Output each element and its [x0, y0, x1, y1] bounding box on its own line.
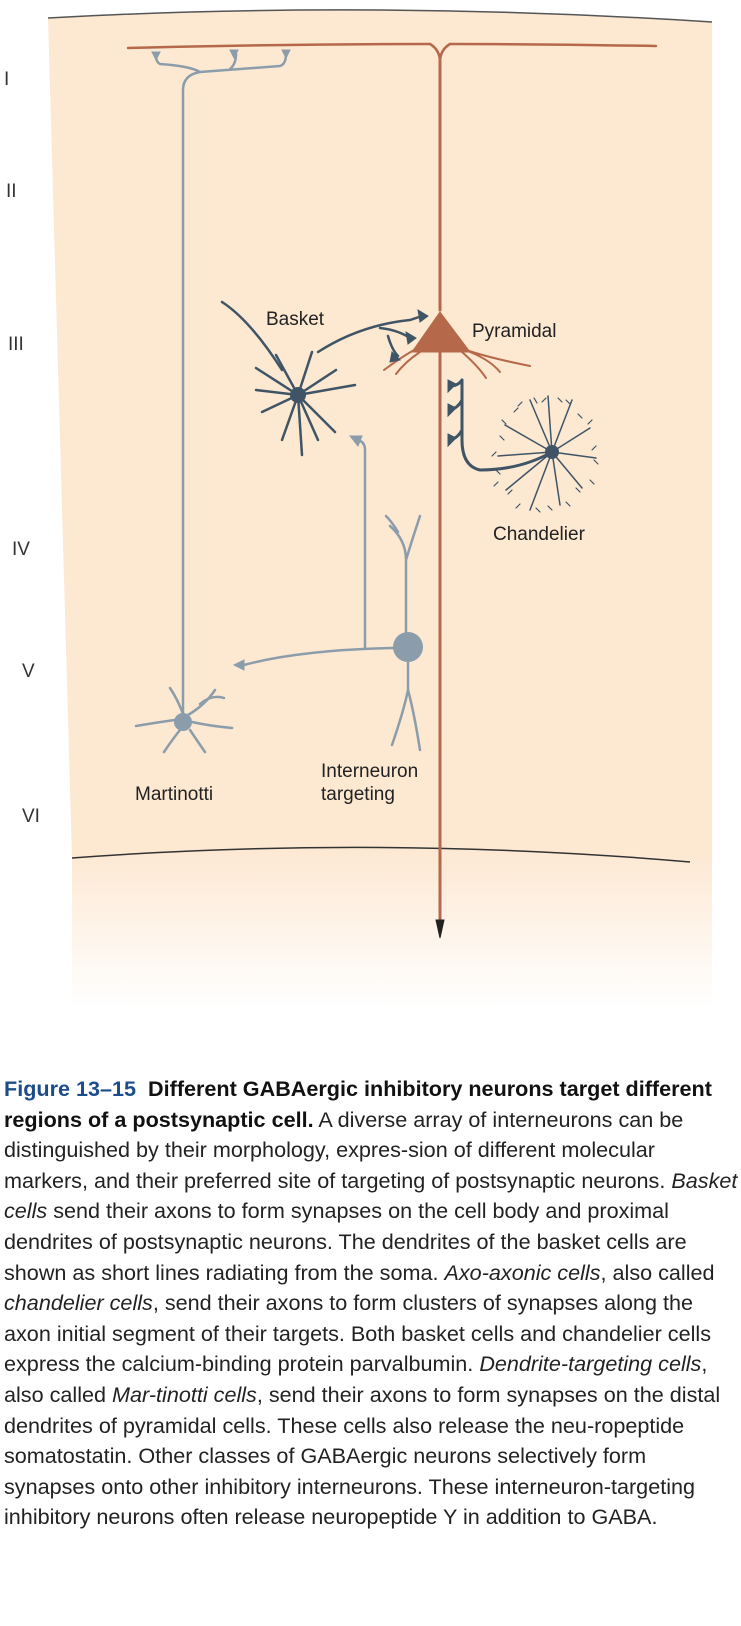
- martinotti-cell: [134, 49, 291, 754]
- caption-text-3: , also called: [600, 1259, 715, 1285]
- interneuron-targeting-cell: [232, 435, 423, 752]
- caption-term-chandelier: chandelier cells: [4, 1290, 153, 1316]
- layer-label-4: IV: [12, 539, 30, 560]
- layer-label-1: I: [4, 69, 9, 90]
- label-basket: Basket: [266, 309, 325, 330]
- layer-label-6: VI: [22, 806, 40, 827]
- caption-term-axo-axonic: Axo-axonic cells: [444, 1259, 601, 1285]
- white-matter-boundary-line: [71, 846, 691, 863]
- label-interneuron-line2: targeting: [321, 784, 395, 805]
- caption-text-5: , also called: [4, 1351, 708, 1407]
- figure-number: Figure 13–15: [4, 1076, 137, 1101]
- caption-term-dendrite-targeting: Dendrite-targeting cells: [479, 1351, 702, 1377]
- layer-label-5: V: [22, 661, 35, 682]
- label-interneuron-line1: Interneuron: [321, 761, 418, 782]
- white-matter-fade: [72, 848, 712, 1008]
- caption-term-martinotti: Mar-tinotti cells: [112, 1381, 257, 1407]
- label-martinotti: Martinotti: [135, 784, 213, 805]
- cortex-background: [48, 9, 712, 860]
- label-chandelier: Chandelier: [493, 524, 586, 545]
- chandelier-cell: [447, 378, 599, 513]
- layer-label-3: III: [8, 334, 24, 355]
- caption-text-4: , send their axons to form clusters of s…: [4, 1290, 711, 1377]
- figure-caption: Figure 13–15 Different GABAergic inhibit…: [4, 1074, 738, 1533]
- layer-label-2: II: [6, 181, 17, 202]
- figure-title: Different GABAergic inhibitory neurons t…: [4, 1076, 712, 1132]
- caption-term-basket: Basket cells: [4, 1167, 738, 1224]
- pia-surface-line: [47, 9, 713, 23]
- cortical-circuit-diagram: I II III IV V VI Pyramidal Martinotti In…: [4, 9, 713, 1008]
- caption-text-1: A diverse array of interneurons can be d…: [4, 1106, 684, 1193]
- label-pyramidal: Pyramidal: [472, 321, 556, 342]
- caption-text-2: send their axons to form synapses on the…: [4, 1198, 687, 1285]
- basket-cell: [220, 300, 429, 457]
- caption-text-6: , send their axons to form synapses on t…: [4, 1381, 721, 1530]
- pyramidal-neuron: [126, 42, 658, 939]
